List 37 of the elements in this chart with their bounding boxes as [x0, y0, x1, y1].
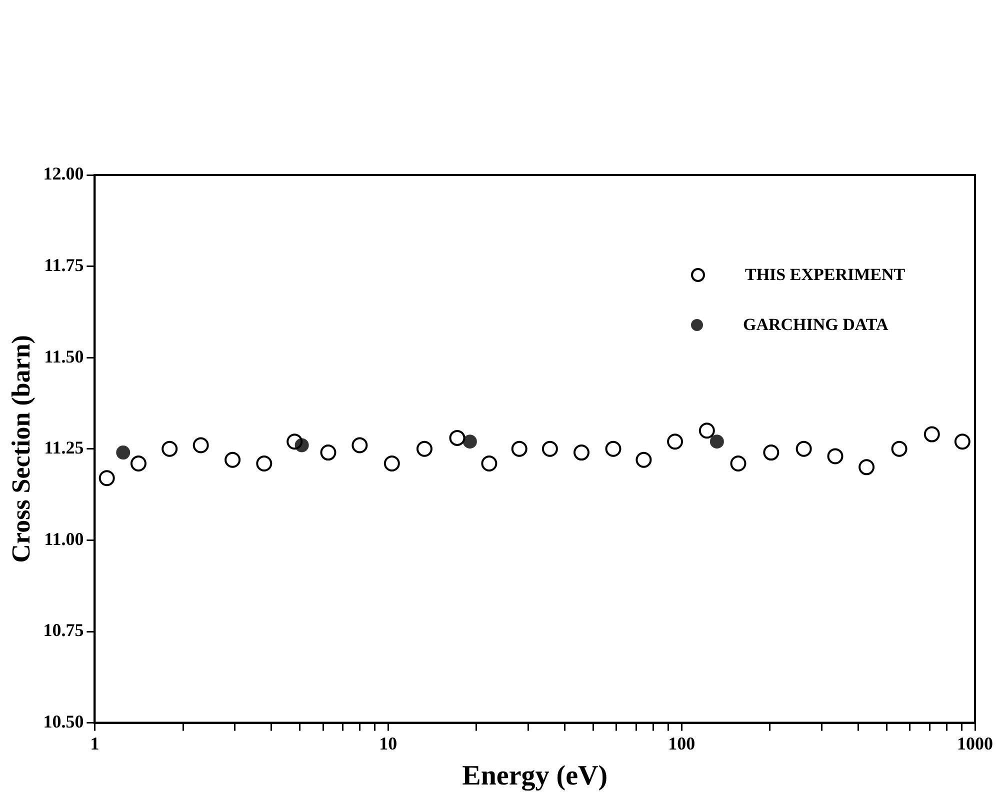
y-tick-label: 10.75: [43, 620, 84, 640]
point: [763, 444, 780, 461]
y-tick-label: 12.00: [43, 164, 84, 184]
point: [573, 444, 590, 461]
point: [954, 434, 970, 450]
point: [256, 456, 272, 472]
x-tick-label: 1: [90, 733, 100, 754]
legend-label: THIS EXPERIMENT: [745, 264, 906, 286]
point: [605, 440, 622, 457]
point: [162, 440, 178, 457]
point: [192, 437, 209, 454]
point: [511, 440, 528, 457]
point: [384, 456, 400, 472]
point: [891, 440, 908, 457]
point: [130, 456, 146, 472]
y-tick-label: 11.25: [44, 438, 84, 458]
point: [636, 452, 652, 468]
x-axis-title: Energy (eV): [462, 760, 608, 792]
legend-label: GARCHING DATA: [743, 314, 888, 336]
y-axis-title: Cross Section (barn): [6, 335, 36, 563]
point: [416, 440, 432, 457]
point: [796, 440, 812, 457]
point: [320, 444, 336, 461]
point: [352, 437, 368, 454]
y-tick-label: 11.50: [44, 346, 84, 366]
x-tick-label: 1000: [957, 733, 993, 754]
point: [224, 452, 241, 468]
y-tick-label: 11.00: [44, 528, 84, 549]
x-tick-label: 100: [668, 733, 696, 754]
x-tick-label: 10: [379, 733, 398, 754]
point: [98, 470, 115, 486]
point: [827, 448, 844, 464]
point: [858, 459, 875, 476]
y-tick-label: 11.75: [44, 254, 84, 275]
y-tick-label: 10.50: [43, 711, 84, 732]
point: [667, 434, 684, 450]
point: [542, 440, 558, 457]
